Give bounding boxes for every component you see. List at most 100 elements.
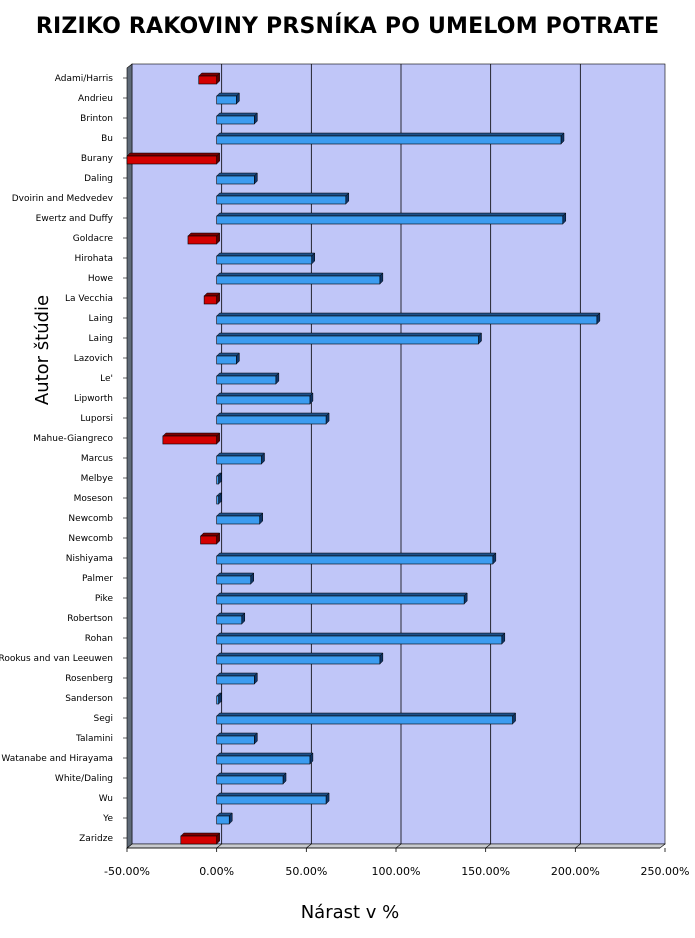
- bar-top: [216, 652, 384, 657]
- bar-front: [216, 115, 255, 125]
- x-tick-label: 200.00%: [551, 865, 600, 878]
- y-tick-label: Le': [100, 374, 113, 384]
- bar: [216, 472, 223, 485]
- bar: [216, 392, 314, 405]
- y-tick-label: Daling: [84, 174, 113, 184]
- y-tick-label: Pike: [95, 594, 114, 604]
- bar-front: [216, 735, 255, 745]
- bar: [198, 72, 221, 85]
- bar-top: [216, 192, 350, 197]
- bar-front: [216, 695, 219, 705]
- bar-front: [216, 175, 255, 185]
- bar-front: [216, 775, 284, 785]
- y-tick-label: Goldacre: [73, 234, 114, 244]
- bar-top: [216, 672, 258, 677]
- bar: [216, 752, 314, 765]
- bar: [216, 192, 350, 205]
- bar: [216, 112, 258, 125]
- y-tick-label: Ye: [102, 814, 113, 824]
- bar: [216, 212, 567, 225]
- bar-front: [216, 355, 237, 365]
- bar-top: [216, 132, 565, 137]
- bar: [216, 352, 240, 365]
- bar: [216, 712, 517, 725]
- bar: [216, 772, 287, 785]
- bar-front: [216, 395, 311, 405]
- chart-title: RIZIKO RAKOVINY PRSNÍKA PO UMELOM POTRAT…: [35, 14, 660, 39]
- bar-top: [216, 512, 264, 517]
- bars: [126, 72, 601, 845]
- bar-top: [216, 552, 497, 557]
- bar-front: [216, 415, 327, 425]
- bar: [216, 492, 223, 505]
- bar-front: [216, 595, 465, 605]
- bar: [216, 632, 506, 645]
- y-tick-label: Rohan: [85, 634, 113, 644]
- bar-top: [216, 392, 314, 397]
- y-tick-label: Luporsi: [80, 414, 113, 424]
- x-tick-labels: -50.00% 0.00% 50.00% 100.00% 150.00% 200.00% 2…: [104, 865, 689, 878]
- bar-front: [216, 575, 252, 585]
- bar: [216, 372, 280, 385]
- y-tick-label: Adami/Harris: [55, 74, 114, 84]
- bar-front: [216, 475, 219, 485]
- y-tick-label: Zaridze: [79, 834, 113, 844]
- plot-background: [131, 63, 666, 845]
- bar: [216, 732, 258, 745]
- bar: [187, 232, 221, 245]
- bar: [216, 812, 233, 825]
- y-tick-label: Talamini: [75, 734, 113, 744]
- y-tick-label: Wu: [99, 794, 113, 804]
- bar-top: [180, 832, 221, 837]
- y-tick-labels: Adami/Harris Andrieu Brinton Bu Burany Daling…: [0, 74, 127, 844]
- y-tick-label: Laing: [89, 314, 113, 324]
- bar: [216, 172, 258, 185]
- y-tick-label: Lazovich: [74, 354, 113, 364]
- y-tick-label: Ewertz and Duffy: [36, 214, 114, 224]
- y-tick-label: Bu: [101, 134, 113, 144]
- gridline-floor: [575, 843, 581, 849]
- bar-front: [216, 315, 598, 325]
- bar: [162, 432, 221, 445]
- bar-top: [216, 372, 280, 377]
- y-tick-label: Segi: [94, 714, 113, 724]
- bar-front: [180, 835, 217, 845]
- x-tick-label: 250.00%: [641, 865, 690, 878]
- y-tick-label: Howe: [88, 274, 114, 284]
- bar: [216, 452, 266, 465]
- x-tick-label: 0.00%: [199, 865, 234, 878]
- bar-top: [216, 412, 330, 417]
- bar: [216, 592, 468, 605]
- bar: [216, 132, 565, 145]
- bar: [216, 572, 255, 585]
- bar: [216, 612, 246, 625]
- x-tick-label: 100.00%: [372, 865, 421, 878]
- x-tick-label: -50.00%: [104, 865, 150, 878]
- bar-top: [216, 752, 314, 757]
- bar: [216, 92, 240, 105]
- y-tick-label: Hirohata: [74, 254, 113, 264]
- bar-top: [216, 92, 240, 97]
- y-tick-label: Moseson: [74, 494, 113, 504]
- bar: [216, 552, 497, 565]
- bar: [199, 532, 221, 545]
- y-tick-label: Sanderson: [65, 694, 113, 704]
- bar-top: [126, 152, 221, 157]
- bar-top: [216, 712, 517, 717]
- bar-front: [216, 815, 230, 825]
- y-tick-label: Brinton: [80, 114, 113, 124]
- y-tick-label: Rookus and van Leeuwen: [0, 654, 113, 664]
- y-tick-label: Andrieu: [78, 94, 113, 104]
- bar: [216, 272, 384, 285]
- y-tick-label: Mahue-Giangreco: [33, 434, 113, 444]
- gridline-floor: [485, 843, 491, 849]
- bar-top: [216, 632, 506, 637]
- bar-front: [187, 235, 217, 245]
- bar-front: [216, 615, 243, 625]
- bar: [203, 292, 221, 305]
- bar-top: [216, 272, 384, 277]
- y-tick-label: Melbye: [81, 474, 114, 484]
- y-tick-label: White/Daling: [55, 774, 113, 784]
- bar-front: [198, 75, 217, 85]
